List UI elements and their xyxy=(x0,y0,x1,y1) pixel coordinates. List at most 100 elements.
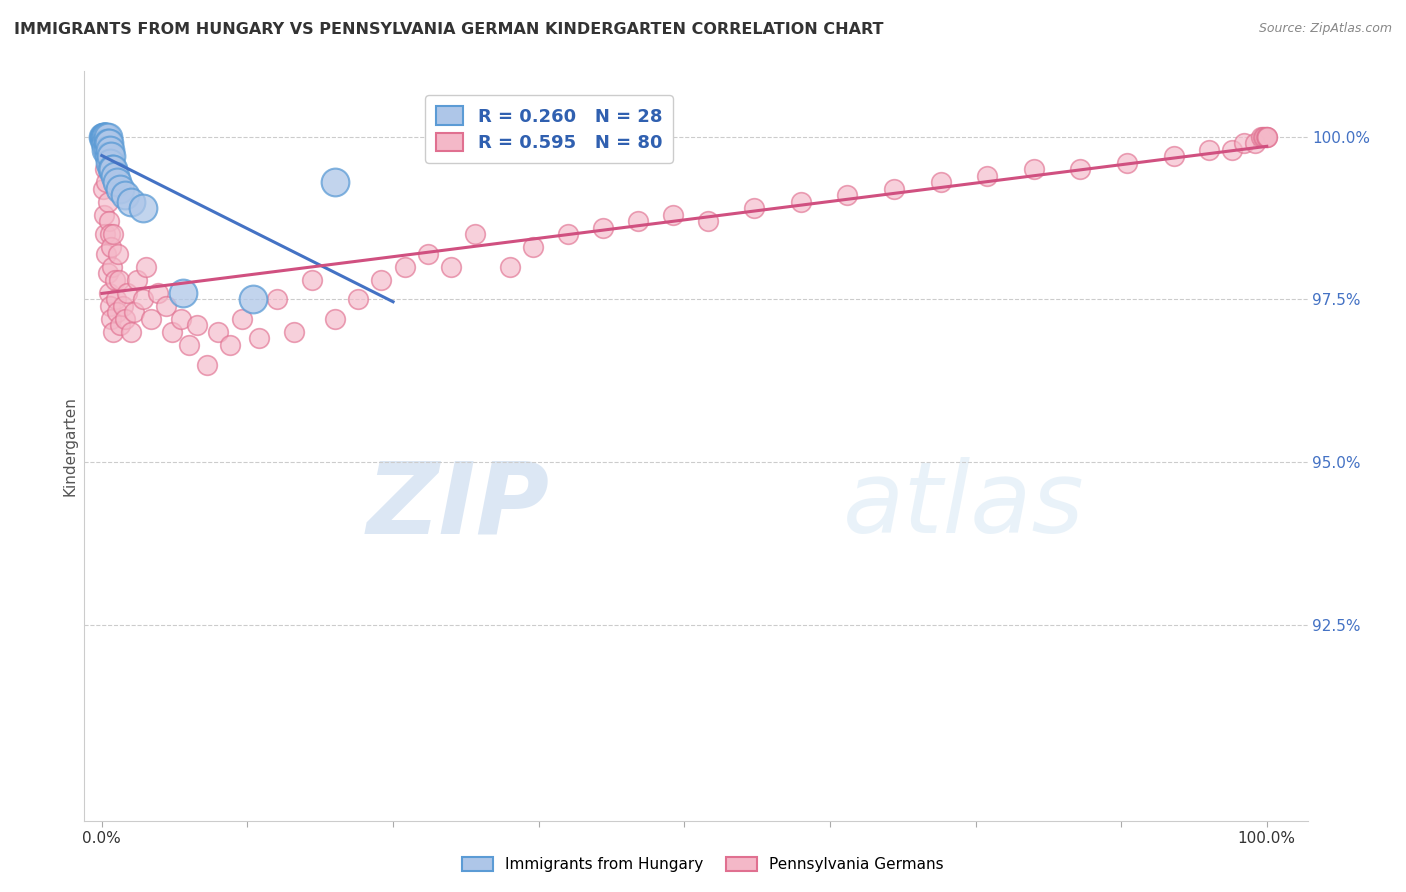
Point xyxy=(131,293,153,307)
Point xyxy=(394,260,416,274)
Point xyxy=(107,247,129,261)
Point xyxy=(370,273,392,287)
Point xyxy=(105,175,128,189)
Point xyxy=(186,318,208,333)
Point xyxy=(110,181,132,195)
Point xyxy=(179,338,201,352)
Point xyxy=(120,194,142,209)
Point xyxy=(976,169,998,183)
Point xyxy=(101,162,124,177)
Point xyxy=(93,129,115,144)
Point xyxy=(131,201,153,215)
Point xyxy=(135,260,157,274)
Point xyxy=(96,247,118,261)
Point xyxy=(1254,129,1277,144)
Point xyxy=(100,312,122,326)
Point xyxy=(1163,149,1185,163)
Point xyxy=(125,273,148,287)
Point xyxy=(117,285,139,300)
Point xyxy=(1253,129,1275,144)
Point xyxy=(1220,143,1243,157)
Point xyxy=(114,188,136,202)
Point xyxy=(837,188,859,202)
Point xyxy=(104,293,127,307)
Point xyxy=(172,285,194,300)
Point xyxy=(98,155,121,169)
Point xyxy=(105,305,128,319)
Point xyxy=(97,136,120,150)
Point xyxy=(97,149,120,163)
Point xyxy=(103,162,125,177)
Point xyxy=(101,260,124,274)
Point xyxy=(100,240,122,254)
Point xyxy=(1250,129,1272,144)
Point xyxy=(91,181,114,195)
Point xyxy=(94,136,117,150)
Point xyxy=(929,175,952,189)
Point xyxy=(94,129,117,144)
Text: ZIP: ZIP xyxy=(366,458,550,555)
Point xyxy=(96,136,118,150)
Point xyxy=(160,325,183,339)
Point xyxy=(96,143,118,157)
Point xyxy=(1198,143,1220,157)
Point xyxy=(111,299,134,313)
Point xyxy=(742,201,765,215)
Point xyxy=(120,325,142,339)
Point xyxy=(207,325,229,339)
Point xyxy=(219,338,242,352)
Point xyxy=(96,175,118,189)
Point xyxy=(103,325,125,339)
Point xyxy=(1116,155,1139,169)
Point xyxy=(592,220,614,235)
Point xyxy=(347,293,370,307)
Point xyxy=(522,240,544,254)
Point xyxy=(94,129,117,144)
Point xyxy=(97,214,120,228)
Point xyxy=(440,260,463,274)
Point xyxy=(301,273,323,287)
Point xyxy=(97,136,120,150)
Point xyxy=(557,227,579,242)
Text: IMMIGRANTS FROM HUNGARY VS PENNSYLVANIA GERMAN KINDERGARTEN CORRELATION CHART: IMMIGRANTS FROM HUNGARY VS PENNSYLVANIA … xyxy=(14,22,883,37)
Point xyxy=(94,162,117,177)
Point xyxy=(266,293,288,307)
Point xyxy=(498,260,520,274)
Point xyxy=(883,181,905,195)
Point xyxy=(1069,162,1091,177)
Point xyxy=(100,149,122,163)
Point xyxy=(97,285,120,300)
Point xyxy=(97,129,120,144)
Point xyxy=(104,273,127,287)
Point xyxy=(110,318,132,333)
Legend: R = 0.260   N = 28, R = 0.595   N = 80: R = 0.260 N = 28, R = 0.595 N = 80 xyxy=(426,95,673,163)
Point xyxy=(98,143,121,157)
Point xyxy=(661,208,683,222)
Point xyxy=(323,175,346,189)
Legend: Immigrants from Hungary, Pennsylvania Germans: Immigrants from Hungary, Pennsylvania Ge… xyxy=(454,849,952,880)
Point xyxy=(195,358,218,372)
Point xyxy=(97,194,120,209)
Point xyxy=(98,299,121,313)
Point xyxy=(170,312,193,326)
Point xyxy=(97,266,120,280)
Point xyxy=(247,331,270,345)
Point xyxy=(790,194,813,209)
Point xyxy=(139,312,162,326)
Point xyxy=(416,247,439,261)
Point xyxy=(93,208,115,222)
Point xyxy=(627,214,650,228)
Point xyxy=(98,227,121,242)
Point xyxy=(283,325,305,339)
Point xyxy=(104,169,127,183)
Point xyxy=(696,214,718,228)
Point xyxy=(124,305,146,319)
Point xyxy=(96,129,118,144)
Point xyxy=(91,129,114,144)
Point xyxy=(1022,162,1045,177)
Point xyxy=(1244,136,1267,150)
Point xyxy=(114,312,136,326)
Point xyxy=(1256,129,1278,144)
Point xyxy=(231,312,253,326)
Point xyxy=(1232,136,1254,150)
